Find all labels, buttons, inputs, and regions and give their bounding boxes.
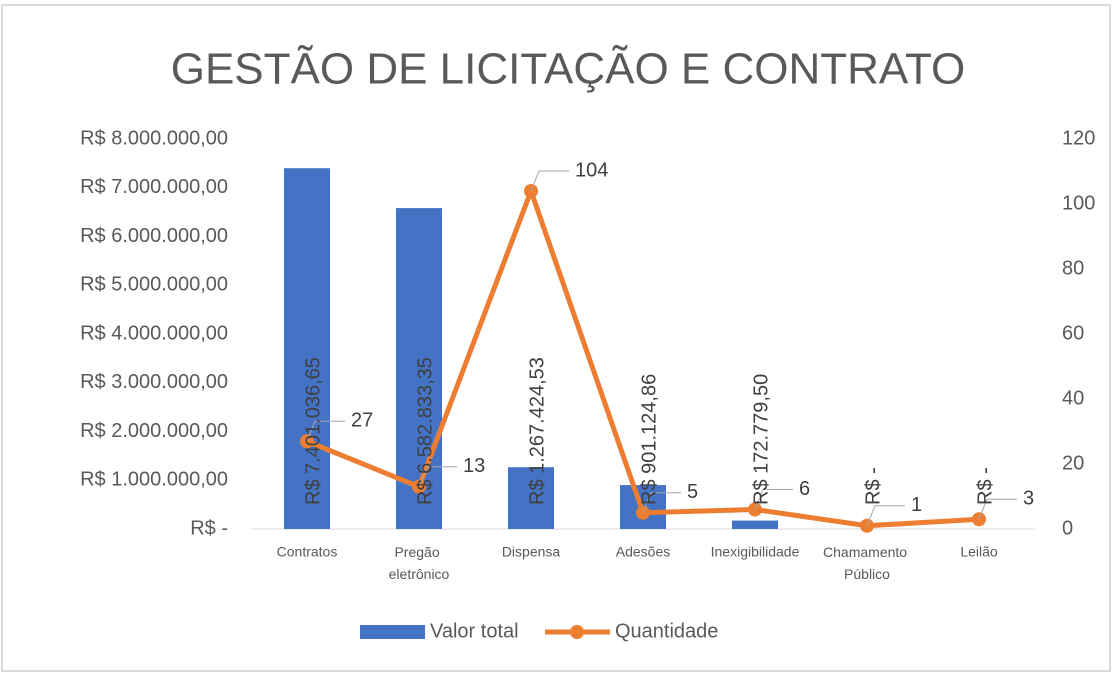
y-tick-label: R$ 1.000.000,00 (80, 469, 228, 491)
x-tick-label: Chamamento Público (823, 544, 911, 582)
label-leader (530, 170, 569, 192)
label-leader (306, 420, 345, 442)
data-label: R$ 901.124,86 (638, 374, 660, 505)
y-tick-label: R$ 3.000.000,00 (80, 371, 228, 393)
chart-border (1, 4, 1111, 672)
label-leader (866, 505, 905, 526)
data-label: R$ 1.267.424,53 (526, 357, 548, 505)
label-leader (418, 466, 457, 487)
data-label: R$ 7.401.036,65 (302, 357, 324, 505)
legend-label: Valor total (430, 620, 519, 642)
bar (732, 520, 778, 529)
data-label: R$ - (862, 467, 884, 505)
data-label: 13 (463, 455, 485, 477)
bar (396, 208, 442, 530)
x-tick-label: Leilão (960, 544, 998, 560)
x-tick-label: Adesões (616, 544, 670, 560)
y2-tick-label: 120 (1062, 127, 1095, 149)
y2-tick-label: 60 (1062, 322, 1084, 344)
y2-tick-label: 100 (1062, 192, 1095, 214)
data-label: 5 (687, 481, 698, 503)
y2-tick-label: 40 (1062, 387, 1084, 409)
chart-title: GESTÃO DE LICITAÇÃO E CONTRATO (171, 44, 966, 94)
y-tick-label: R$ - (190, 517, 228, 539)
x-tick-label: Pregão eletrônico (389, 544, 450, 582)
x-tick-label: Contratos (277, 544, 338, 560)
legend-label: Quantidade (615, 620, 718, 642)
y-tick-label: R$ 7.000.000,00 (80, 176, 228, 198)
data-label: 27 (351, 410, 373, 432)
y2-tick-label: 0 (1062, 517, 1073, 539)
data-label: R$ - (974, 467, 996, 505)
data-label: 1 (911, 494, 922, 516)
label-leader (642, 492, 681, 513)
y-tick-label: R$ 6.000.000,00 (80, 225, 228, 247)
y-tick-label: R$ 2.000.000,00 (80, 420, 228, 442)
label-leader (754, 489, 793, 510)
y2-tick-label: 20 (1062, 452, 1084, 474)
bar (284, 168, 330, 529)
data-label: 104 (575, 159, 608, 181)
data-label: 3 (1023, 488, 1034, 510)
y2-tick-label: 80 (1062, 257, 1084, 279)
data-label: 6 (799, 478, 810, 500)
y-tick-label: R$ 4.000.000,00 (80, 322, 228, 344)
x-tick-label: Dispensa (502, 544, 561, 560)
data-label: R$ 172.779,50 (750, 374, 772, 505)
bar (508, 467, 554, 529)
data-label: R$ 6.582.833,35 (414, 357, 436, 505)
label-leader (978, 498, 1017, 520)
legend-marker (570, 625, 584, 639)
y-tick-label: R$ 8.000.000,00 (80, 127, 228, 149)
x-tick-label: Inexigibilidade (711, 544, 800, 560)
legend-swatch (360, 625, 425, 639)
y-tick-label: R$ 5.000.000,00 (80, 274, 228, 296)
